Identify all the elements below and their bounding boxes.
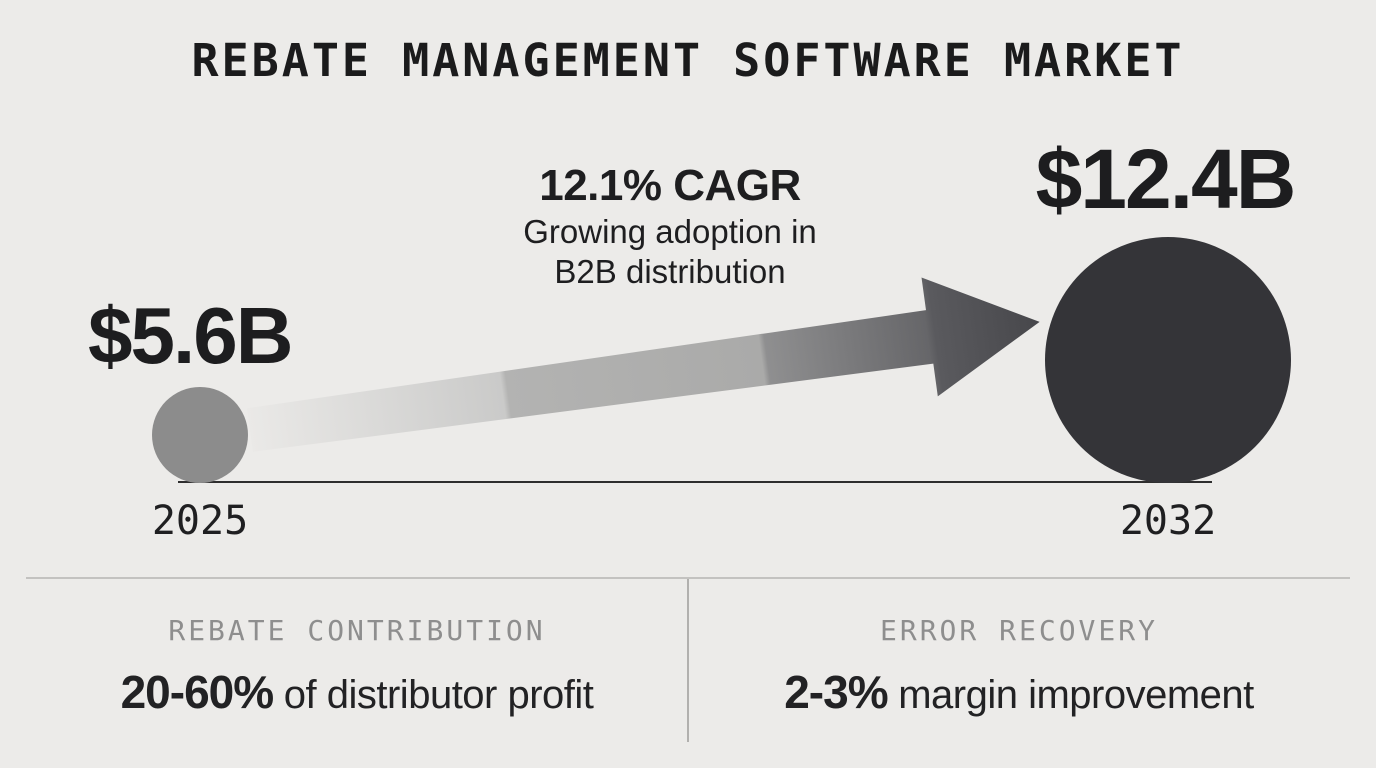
growth-arrow-icon — [247, 277, 1040, 452]
cagr-annotation: 12.1% CAGR Growing adoption in B2B distr… — [430, 160, 910, 292]
stat-line: 2-3% margin improvement — [688, 664, 1350, 732]
bubble-2025 — [152, 387, 248, 483]
stat-description: margin improvement — [887, 673, 1254, 717]
page-title: REBATE MANAGEMENT SOFTWARE MARKET — [191, 34, 1185, 87]
stat-label: REBATE CONTRIBUTION — [168, 614, 546, 647]
stat-description: of distributor profit — [273, 673, 594, 717]
stat-panel-rebate-contribution: REBATE CONTRIBUTION 20-60% of distributo… — [26, 592, 688, 752]
market-value-2032: $12.4B — [1035, 132, 1297, 226]
stat-label: ERROR RECOVERY — [879, 614, 1158, 647]
cagr-subline-1: Growing adoption in — [523, 213, 817, 250]
stat-value: 20-60% — [120, 666, 275, 718]
stat-panel-error-recovery: ERROR RECOVERY 2-3% margin improvement — [688, 592, 1350, 752]
cagr-subline-2: B2B distribution — [554, 253, 786, 290]
stat-value: 2-3% — [784, 666, 888, 718]
vertical-divider — [687, 579, 689, 742]
bubble-2032 — [1045, 237, 1291, 483]
year-label-2032: 2032 — [1119, 498, 1217, 544]
stat-line: 20-60% of distributor profit — [26, 664, 688, 732]
horizontal-divider — [26, 577, 1350, 579]
year-label-2025: 2025 — [151, 498, 249, 544]
market-value-2025: $5.6B — [88, 291, 293, 380]
cagr-headline: 12.1% CAGR — [539, 161, 801, 210]
